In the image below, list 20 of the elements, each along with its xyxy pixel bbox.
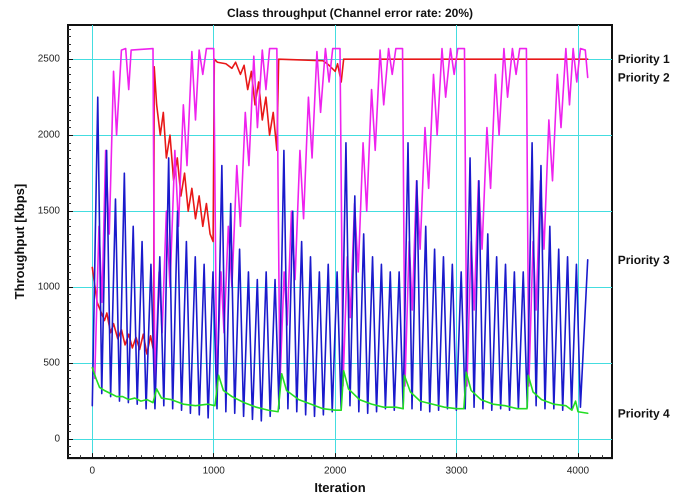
text: Priority 3 xyxy=(618,252,670,267)
y-tick-label: 2500 xyxy=(38,54,60,65)
x-tick-label: 2000 xyxy=(324,466,347,477)
y-tick-label: 1500 xyxy=(38,206,60,217)
line-series xyxy=(91,366,589,414)
x-tick-label: 1000 xyxy=(202,466,226,477)
text: Priority 4 xyxy=(618,406,670,420)
x-axis-title: Iteration xyxy=(314,480,366,495)
text: Priority 2 xyxy=(618,70,670,84)
y-tick-label: 1000 xyxy=(38,282,60,293)
y-tick-label: 2000 xyxy=(38,130,60,141)
y-tick-label: 500 xyxy=(43,358,60,369)
line-series xyxy=(91,96,589,422)
x-tick-label: 4000 xyxy=(566,466,590,477)
x-tick-label: 0 xyxy=(90,466,96,477)
x-tick-label: 3000 xyxy=(445,466,468,477)
chart-title: Class throughput (Channel error rate: 20%) xyxy=(226,6,474,20)
y-tick-label: 0 xyxy=(54,434,60,445)
text: Priority 1 xyxy=(618,52,670,66)
y-axis-title: Throughput [kbps] xyxy=(12,184,27,300)
